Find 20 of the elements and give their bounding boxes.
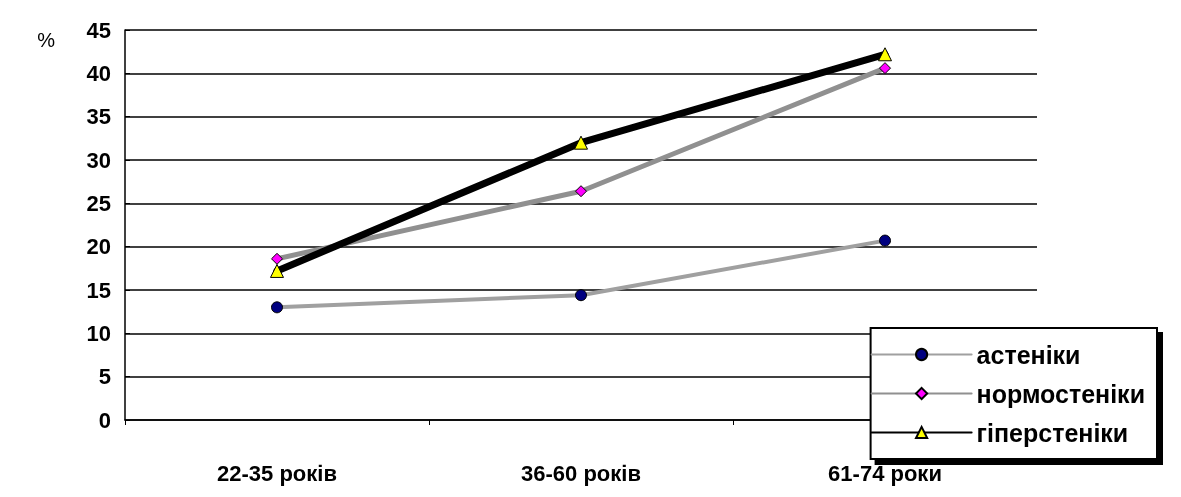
point	[878, 47, 892, 62]
y-tick-label: 5	[98, 364, 111, 390]
y-tick-label: 10	[86, 320, 111, 346]
y-axis-title: %	[37, 29, 56, 51]
y-tick-label: 0	[98, 407, 111, 433]
y-tick-label: 45	[86, 17, 111, 43]
legend-label: астеніки	[976, 340, 1081, 369]
y-tick-label: 20	[86, 234, 111, 260]
y-tick-label: 30	[86, 147, 111, 173]
x-tick-label: 36-60 років	[521, 460, 641, 486]
y-tick-label: 25	[86, 190, 111, 216]
legend-label: гіперстеніки	[976, 418, 1129, 447]
x-tick-label: 22-35 років	[217, 460, 337, 486]
point	[574, 135, 588, 150]
y-tick-label: 40	[86, 60, 111, 86]
point	[270, 263, 284, 278]
y-tick-label: 15	[86, 277, 111, 303]
y-tick-label: 35	[86, 104, 111, 130]
x-tick-label: 61-74 роки	[828, 460, 942, 486]
legend-label: нормостеніки	[976, 379, 1146, 408]
